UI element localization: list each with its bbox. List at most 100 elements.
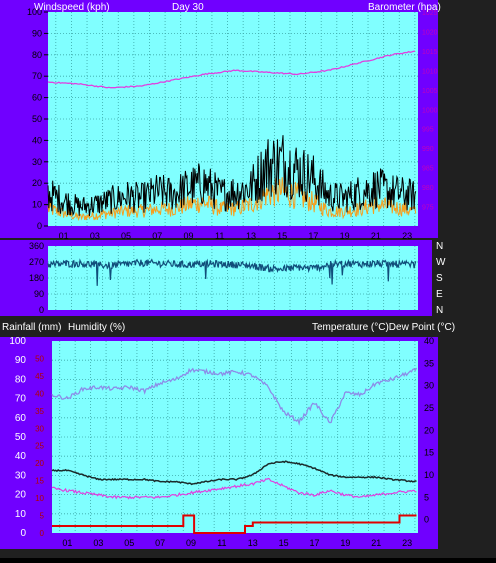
wind-x-tick-label: 23 [402,231,412,241]
climate-x-tick-label: 01 [62,538,72,548]
rainfall-tick-label: 50 [35,354,44,363]
rainfall-y-axis: 0 5 10 15 20 25 30 35 40 45 50 [35,354,44,538]
compass-label: S [436,273,443,284]
direction-tick-label: 360 [29,241,44,251]
wind-x-tick-label: 13 [246,231,256,241]
direction-series-line [47,258,417,286]
temperature-axis-title: Temperature (°C)Dew Point (°C) [312,322,455,333]
windspeed-tick-label: 70 [32,71,42,81]
temperature-tick-label: 10 [424,470,434,480]
climate-x-tick-label: 05 [124,538,134,548]
temperature-tick-label: 15 [424,448,434,458]
climate-series-group [51,367,418,534]
barometer-tick-label: 1000 [422,107,438,114]
barometer-tick-label: 1015 [422,49,438,56]
barometer-y-axis-right: 975 980 985 990 995 1000 1005 1010 1015 1020 1025 [422,10,438,212]
climate-x-tick-label: 09 [186,538,196,548]
direction-tick-label: 0 [39,305,44,315]
temperature-tick-label: 40 [424,336,434,346]
humidity-axis-title: Humidity (%) [68,322,125,333]
windspeed-tick-label: 80 [32,50,42,60]
windspeed-tick-label: 20 [32,178,42,188]
wind-series-group [47,50,417,221]
windspeed-axis-title: Windspeed (kph) [34,2,110,13]
dewpoint-series-line [51,477,417,500]
gust-series-line [47,177,417,221]
temperature-tick-label: 35 [424,358,434,368]
wind-x-axis: 01 03 05 07 09 11 13 15 17 19 21 23 [59,231,412,241]
barometer-tick-label: 990 [422,146,434,153]
humidity-tick-label: 50 [15,432,27,443]
temperature-tick-label: 20 [424,425,434,435]
wind-y-axis-left: 0 10 20 30 40 50 60 70 80 90 100 [27,7,48,231]
barometer-tick-label: 1010 [422,68,438,75]
humidity-tick-label: 90 [15,355,27,366]
climate-x-tick-label: 07 [155,538,165,548]
direction-series-group [47,258,417,286]
wind-x-tick-label: 21 [371,231,381,241]
humidity-tick-label: 80 [15,374,27,385]
wind-x-tick-label: 05 [121,231,131,241]
climate-x-tick-label: 11 [217,538,226,548]
wind-x-tick-label: 09 [183,231,193,241]
windspeed-tick-label: 50 [32,114,42,124]
windspeed-series-line [47,135,417,217]
barometer-tick-label: 1025 [422,10,438,17]
direction-tick-label: 90 [34,289,44,299]
humidity-tick-label: 20 [15,490,27,501]
rainfall-tick-label: 10 [35,494,44,503]
rainfall-tick-label: 20 [35,459,44,468]
humidity-y-axis: 0 10 20 30 40 50 60 70 80 90 100 [9,336,26,539]
climate-x-tick-label: 13 [248,538,258,548]
climate-x-tick-label: 21 [371,538,381,548]
humidity-series-line [51,367,418,426]
humidity-tick-label: 0 [20,528,26,539]
direction-tick-label: 180 [29,273,44,283]
barometer-axis-title: Barometer (hpa) [368,2,441,13]
rainfall-tick-label: 35 [35,407,44,416]
windspeed-tick-label: 10 [32,200,42,210]
temperature-series-line [51,460,417,486]
wind-x-tick-label: 19 [340,231,350,241]
compass-label: N [436,241,443,252]
barometer-tick-label: 980 [422,185,434,192]
compass-label: N [436,305,443,316]
rainfall-tick-label: 30 [35,424,44,433]
day-label: Day 30 [172,2,204,13]
barometer-tick-label: 985 [422,166,434,173]
barometer-tick-label: 995 [422,127,434,134]
temperature-tick-label: 5 [424,492,429,502]
temperature-tick-label: 25 [424,403,434,413]
rainfall-series-line [52,514,417,534]
rainfall-tick-label: 40 [35,389,44,398]
barometer-tick-label: 975 [422,205,434,212]
windspeed-tick-label: 30 [32,157,42,167]
wind-x-tick-label: 11 [215,231,224,241]
wind-x-tick-label: 03 [90,231,100,241]
direction-y-axis: 360 270 180 90 0 [29,241,44,315]
windspeed-tick-label: 60 [32,93,42,103]
climate-x-tick-label: 19 [340,538,350,548]
direction-tick-label: 270 [29,257,44,267]
compass-label: E [436,289,443,300]
compass-label: W [436,257,446,268]
temperature-y-axis: 0 5 10 15 20 25 30 35 40 [424,336,434,525]
climate-x-tick-label: 23 [402,538,412,548]
temperature-tick-label: 30 [424,381,434,391]
barometer-tick-label: 1005 [422,88,438,95]
climate-x-tick-label: 03 [93,538,103,548]
climate-x-tick-label: 17 [310,538,320,548]
windspeed-tick-label: 0 [37,221,42,231]
humidity-tick-label: 100 [9,336,26,347]
rainfall-tick-label: 25 [35,442,44,451]
wind-x-tick-label: 01 [59,231,69,241]
humidity-tick-label: 30 [15,470,27,481]
barometer-series-line [47,50,415,89]
rainfall-axis-title: Rainfall (mm) [2,322,61,333]
windspeed-tick-label: 100 [27,7,42,17]
humidity-tick-label: 10 [15,509,27,520]
temperature-tick-label: 0 [424,515,429,525]
wind-x-tick-label: 15 [277,231,287,241]
